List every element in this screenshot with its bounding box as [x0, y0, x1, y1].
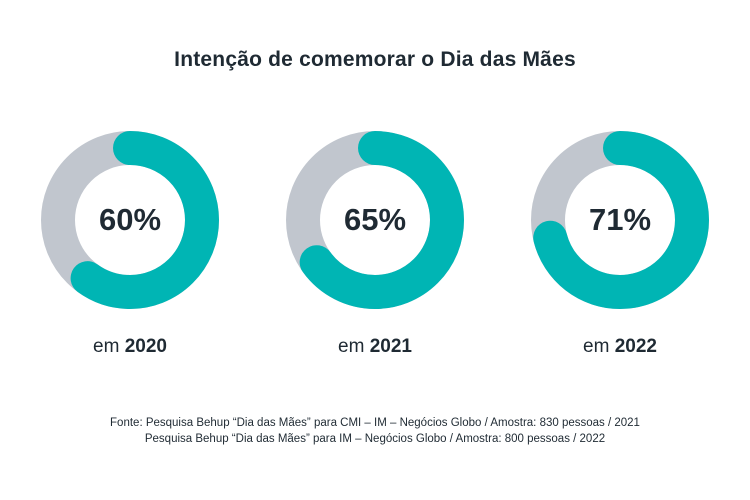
source-note: Fonte: Pesquisa Behup “Dia das Mães” par… [0, 415, 750, 447]
donut-2020-percent: 60% [98, 202, 162, 237]
donut-2021: 65% [285, 130, 465, 310]
donut-value-arc-2021 [286, 131, 464, 309]
donut-2022: 71% [530, 130, 710, 310]
year-prefix: em [93, 336, 120, 357]
donut-value-arc-2022 [531, 131, 709, 309]
year-prefix: em [338, 336, 365, 357]
donut-2022-percent: 71% [588, 202, 652, 237]
year-prefix: em [583, 336, 610, 357]
year-value: 2022 [614, 336, 657, 357]
donut-2022-svg [531, 131, 709, 309]
source-line-1: Fonte: Pesquisa Behup “Dia das Mães” par… [110, 417, 640, 429]
year-label-2022: em 2022 [530, 336, 710, 358]
donut-2020-svg [41, 131, 219, 309]
chart-title: Intenção de comemorar o Dia das Mães [174, 48, 576, 71]
donut-value-arc-2020 [41, 131, 219, 309]
donut-2021-svg [286, 131, 464, 309]
year-label-2021: em 2021 [285, 336, 465, 358]
donut-2020: 60% [40, 130, 220, 310]
year-value: 2020 [124, 336, 167, 357]
donut-2021-percent: 65% [343, 202, 407, 237]
year-value: 2021 [369, 336, 412, 357]
source-line-2: Pesquisa Behup “Dia das Mães” para IM – … [144, 433, 606, 445]
year-label-2020: em 2020 [40, 336, 220, 358]
